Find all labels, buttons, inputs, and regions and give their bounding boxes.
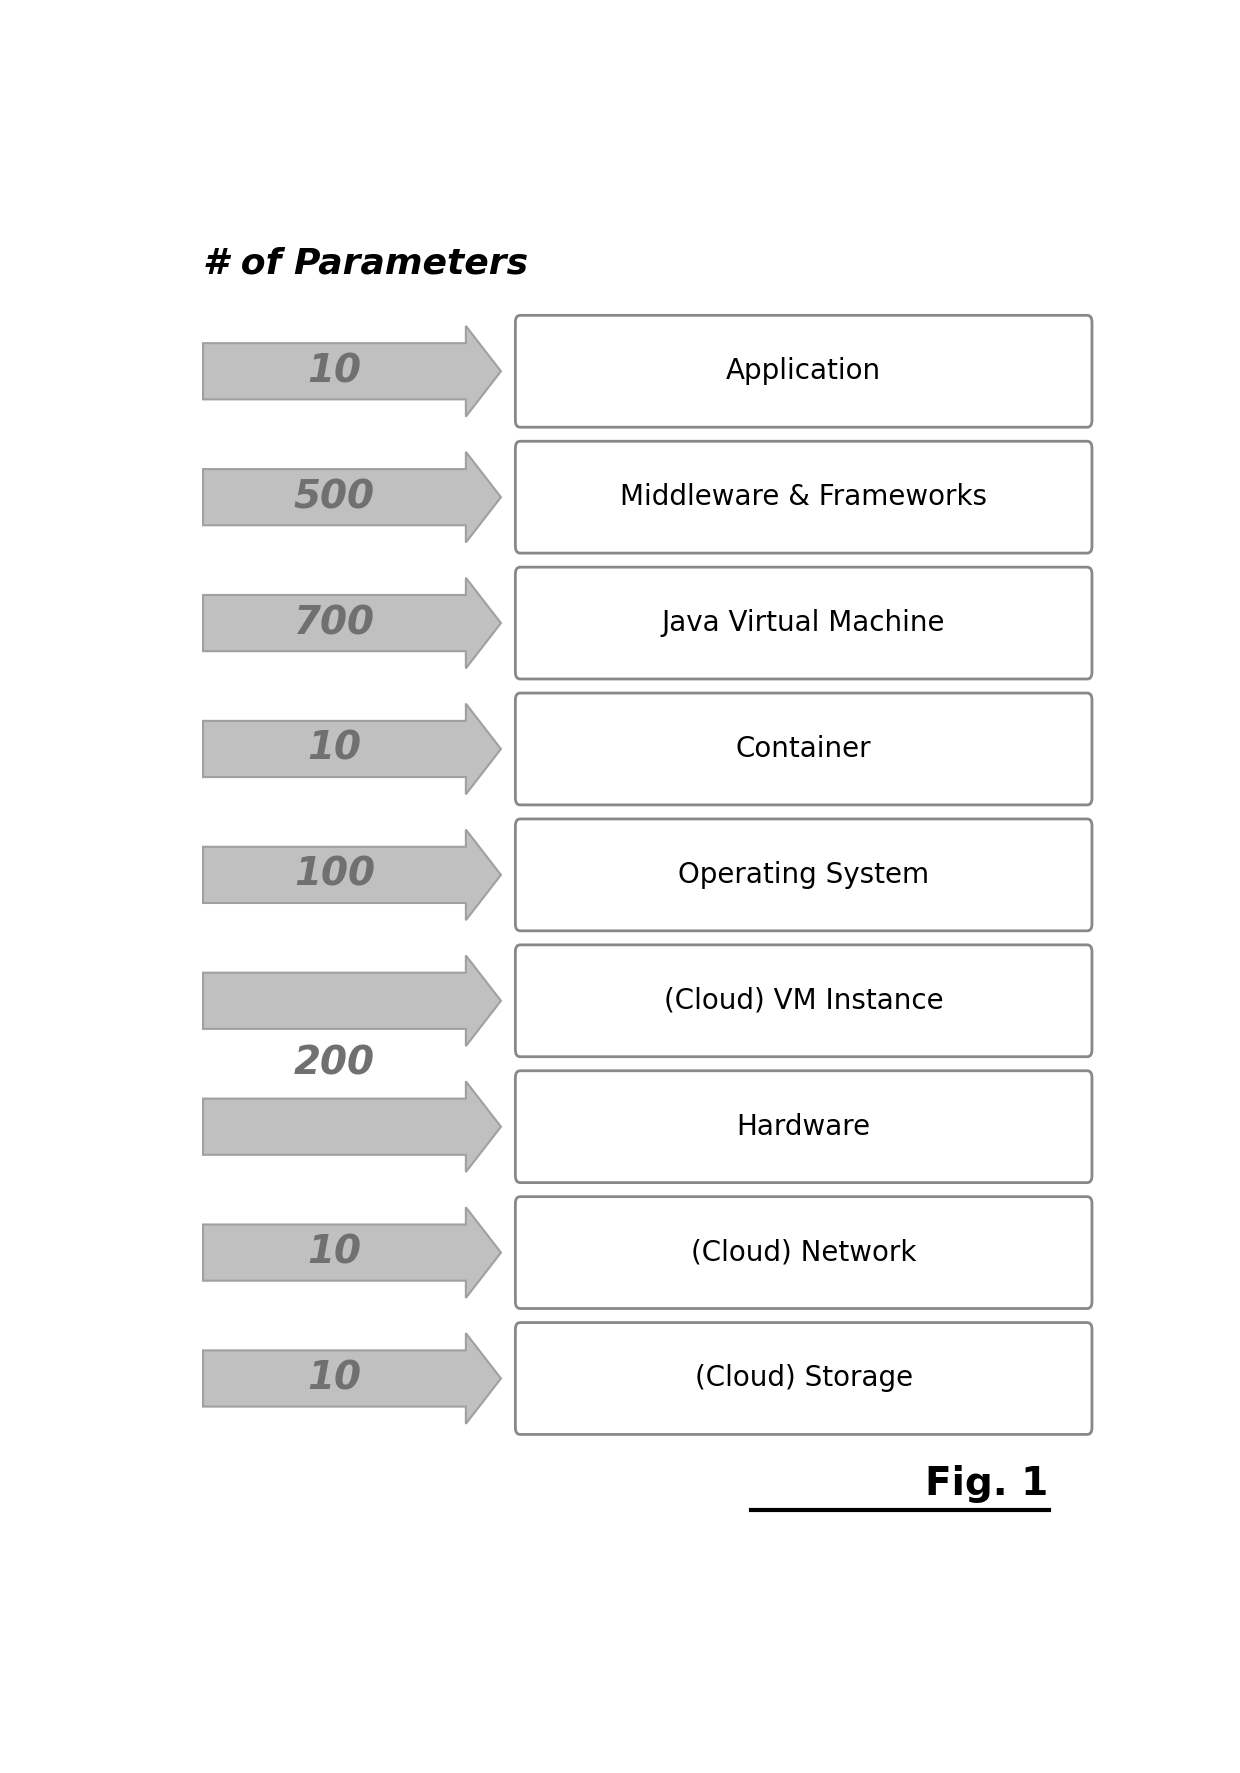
Text: 10: 10: [308, 1234, 361, 1271]
Text: Java Virtual Machine: Java Virtual Machine: [662, 610, 945, 637]
FancyBboxPatch shape: [516, 567, 1092, 679]
Text: 700: 700: [294, 605, 374, 642]
Polygon shape: [203, 1082, 501, 1172]
Polygon shape: [203, 578, 501, 668]
Text: 10: 10: [308, 730, 361, 768]
Polygon shape: [203, 704, 501, 794]
Text: 100: 100: [294, 856, 374, 894]
FancyBboxPatch shape: [516, 945, 1092, 1057]
Polygon shape: [203, 956, 501, 1046]
Text: Application: Application: [727, 358, 882, 385]
Text: 10: 10: [308, 353, 361, 390]
Text: (Cloud) Storage: (Cloud) Storage: [694, 1365, 913, 1392]
Text: Hardware: Hardware: [737, 1113, 870, 1140]
Text: 200: 200: [294, 1044, 374, 1083]
Text: Fig. 1: Fig. 1: [925, 1464, 1049, 1504]
FancyBboxPatch shape: [516, 316, 1092, 427]
Text: Operating System: Operating System: [678, 862, 929, 888]
Polygon shape: [203, 1207, 501, 1298]
Text: 10: 10: [308, 1360, 361, 1397]
Text: Middleware & Frameworks: Middleware & Frameworks: [620, 484, 987, 511]
Polygon shape: [203, 1333, 501, 1424]
Text: (Cloud) Network: (Cloud) Network: [691, 1239, 916, 1266]
FancyBboxPatch shape: [516, 1323, 1092, 1434]
FancyBboxPatch shape: [516, 819, 1092, 931]
FancyBboxPatch shape: [516, 1071, 1092, 1183]
FancyBboxPatch shape: [516, 441, 1092, 553]
Text: # of Parameters: # of Parameters: [203, 246, 528, 280]
Text: Container: Container: [735, 736, 872, 762]
Polygon shape: [203, 452, 501, 543]
Text: 500: 500: [294, 479, 374, 516]
Text: (Cloud) VM Instance: (Cloud) VM Instance: [663, 988, 944, 1014]
Polygon shape: [203, 326, 501, 417]
Polygon shape: [203, 830, 501, 920]
FancyBboxPatch shape: [516, 1197, 1092, 1308]
FancyBboxPatch shape: [516, 693, 1092, 805]
